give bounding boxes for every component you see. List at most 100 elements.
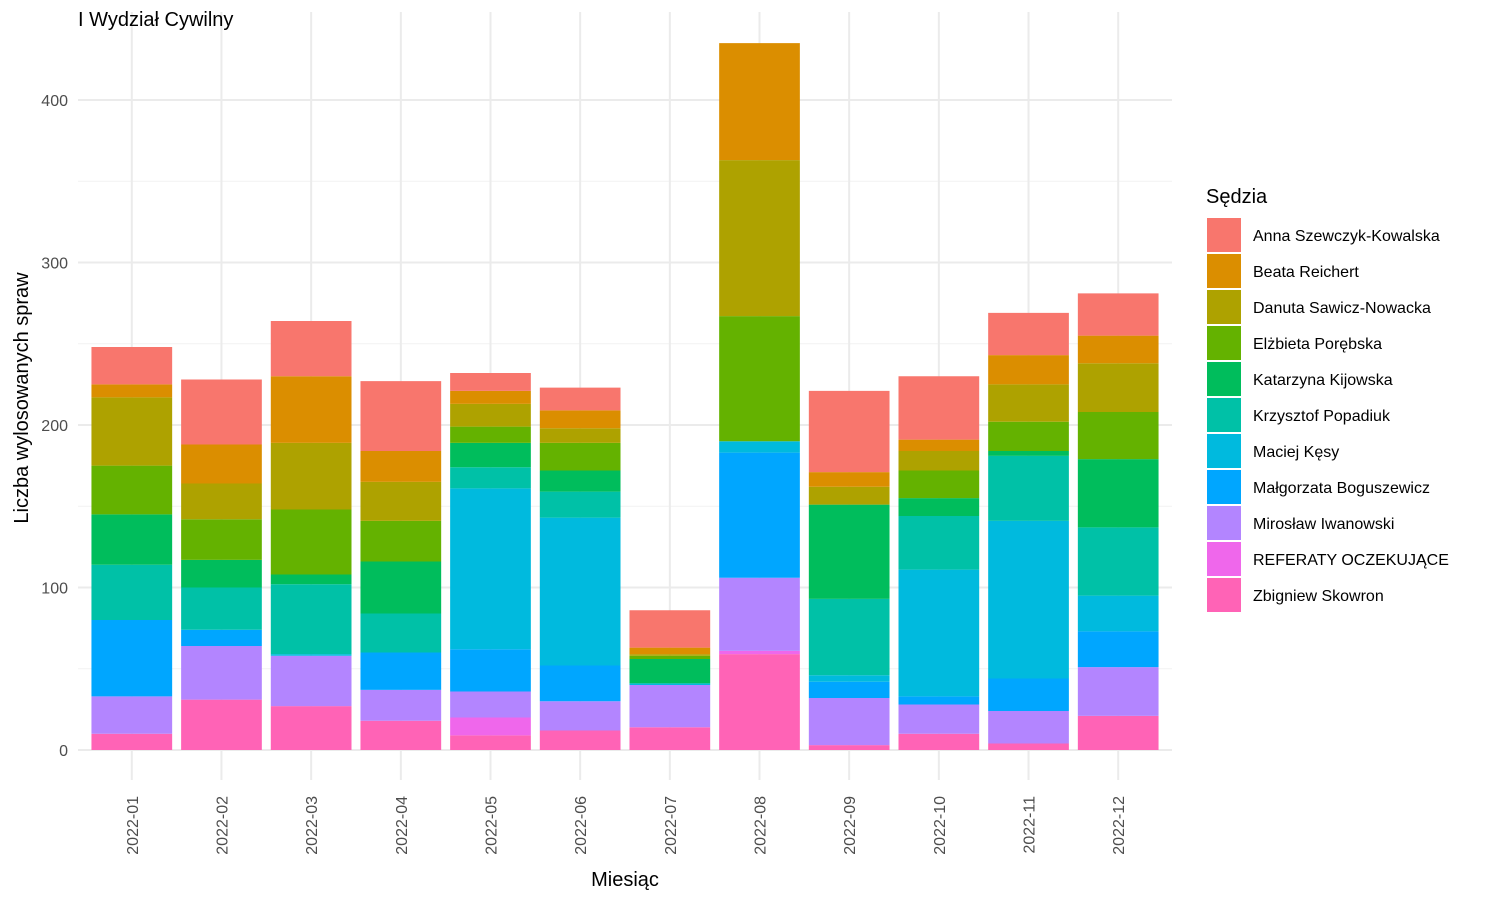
bar-segment bbox=[629, 654, 711, 656]
bar-segment bbox=[1077, 631, 1159, 668]
legend-label: REFERATY OCZEKUJĄCE bbox=[1253, 552, 1449, 569]
x-tick-label: 2022-04 bbox=[394, 796, 411, 855]
x-tick-label: 2022-05 bbox=[483, 796, 500, 855]
legend-swatch bbox=[1207, 434, 1241, 468]
bar-segment bbox=[360, 520, 442, 562]
bar-segment bbox=[629, 647, 711, 655]
legend-label: Krzysztof Popadiuk bbox=[1253, 408, 1391, 425]
legend-swatch bbox=[1207, 542, 1241, 576]
bar-segment bbox=[988, 711, 1069, 744]
bar-segment bbox=[360, 561, 442, 614]
bar-segment bbox=[450, 426, 531, 443]
x-tick-label: 2022-08 bbox=[753, 796, 770, 855]
x-tick-label: 2022-09 bbox=[842, 796, 859, 855]
bar-segment bbox=[808, 390, 890, 473]
bar-segment bbox=[360, 652, 442, 690]
bar-segment bbox=[898, 439, 980, 451]
bar-segment bbox=[629, 727, 711, 750]
bar-segment bbox=[270, 706, 352, 750]
legend-swatch bbox=[1207, 326, 1241, 360]
legend-label: Zbigniew Skowron bbox=[1253, 588, 1384, 605]
y-tick-labels: 0 100 200 300 400 bbox=[41, 93, 68, 760]
bar-segment bbox=[1077, 412, 1159, 460]
legend-label: Elżbieta Porębska bbox=[1253, 336, 1382, 353]
bar-segment bbox=[898, 733, 980, 750]
bar-segment bbox=[719, 316, 800, 442]
y-tick-label: 200 bbox=[41, 418, 68, 435]
bar-segment bbox=[808, 675, 890, 682]
bar-segment bbox=[360, 720, 442, 750]
bar-segment bbox=[539, 665, 621, 702]
bar-segment bbox=[988, 520, 1069, 679]
y-tick-label: 400 bbox=[41, 93, 68, 110]
legend-swatch bbox=[1207, 290, 1241, 324]
bar-segment bbox=[91, 514, 173, 565]
bar-segment bbox=[181, 444, 262, 484]
x-tick-label: 2022-07 bbox=[663, 796, 680, 855]
y-tick-label: 300 bbox=[41, 256, 68, 273]
bar-segment bbox=[539, 470, 621, 492]
legend-label: Małgorzata Boguszewicz bbox=[1253, 480, 1430, 497]
bar-segment bbox=[988, 355, 1069, 385]
bar-segment bbox=[181, 699, 262, 750]
legend-swatch bbox=[1207, 578, 1241, 612]
legend: Sędzia Anna Szewczyk-Kowalska Beata Reich… bbox=[1206, 186, 1449, 612]
bar-segment bbox=[808, 472, 890, 487]
bar-segment bbox=[450, 691, 531, 718]
bar-segment bbox=[539, 410, 621, 429]
bar-segment bbox=[91, 733, 173, 750]
bar-segment bbox=[539, 517, 621, 666]
bar-segment bbox=[450, 735, 531, 750]
bar-segment bbox=[719, 654, 800, 750]
bar-segment bbox=[91, 347, 173, 385]
bar-segment bbox=[270, 509, 352, 575]
x-tick-label: 2022-01 bbox=[125, 796, 142, 855]
legend-label: Katarzyna Kijowska bbox=[1253, 372, 1393, 389]
bar-segment bbox=[808, 698, 890, 746]
chart-title: I Wydział Cywilny bbox=[78, 9, 233, 31]
bar-segment bbox=[360, 481, 442, 521]
bar-segment bbox=[181, 646, 262, 700]
bar-segment bbox=[898, 376, 980, 440]
bar-segment bbox=[719, 160, 800, 317]
x-tick-label: 2022-02 bbox=[214, 796, 231, 855]
bar-segment bbox=[719, 441, 800, 453]
x-tick-label: 2022-10 bbox=[932, 796, 949, 855]
bar-segment bbox=[270, 654, 352, 656]
bar-segment bbox=[360, 451, 442, 482]
bar-segment bbox=[450, 717, 531, 736]
bar-segment bbox=[988, 743, 1069, 750]
bar-segment bbox=[270, 574, 352, 585]
bar-segment bbox=[181, 379, 262, 445]
x-tick-labels: 2022-01 2022-02 2022-03 2022-04 2022-05 2022-… bbox=[125, 796, 1128, 855]
bar-segment bbox=[539, 701, 621, 731]
bar-segment bbox=[898, 498, 980, 516]
bar-segment bbox=[1077, 715, 1159, 750]
bar-segment bbox=[91, 384, 173, 398]
bar-segment bbox=[1077, 293, 1159, 336]
legend-swatch bbox=[1207, 218, 1241, 252]
bar-segment bbox=[1077, 335, 1159, 364]
x-tick-label: 2022-03 bbox=[304, 796, 321, 855]
bar-segment bbox=[539, 730, 621, 750]
legend-swatch bbox=[1207, 506, 1241, 540]
bar-segment bbox=[719, 43, 800, 161]
y-tick-label: 0 bbox=[59, 743, 68, 760]
bar-segment bbox=[719, 452, 800, 578]
bar-segment bbox=[539, 387, 621, 411]
bar-segment bbox=[91, 620, 173, 697]
bar-segment bbox=[360, 613, 442, 653]
legend-swatch bbox=[1207, 470, 1241, 504]
bar-segment bbox=[91, 564, 173, 620]
bar-segment bbox=[898, 569, 980, 697]
bar-segment bbox=[1077, 459, 1159, 528]
bar-segment bbox=[1077, 595, 1159, 632]
bar-segment bbox=[1077, 667, 1159, 716]
bar-segment bbox=[450, 442, 531, 468]
legend-swatch bbox=[1207, 254, 1241, 288]
legend-label: Maciej Kęsy bbox=[1253, 444, 1339, 461]
x-tick-label: 2022-12 bbox=[1111, 796, 1128, 855]
bar-segment bbox=[360, 689, 442, 721]
bar-segment bbox=[270, 655, 352, 707]
